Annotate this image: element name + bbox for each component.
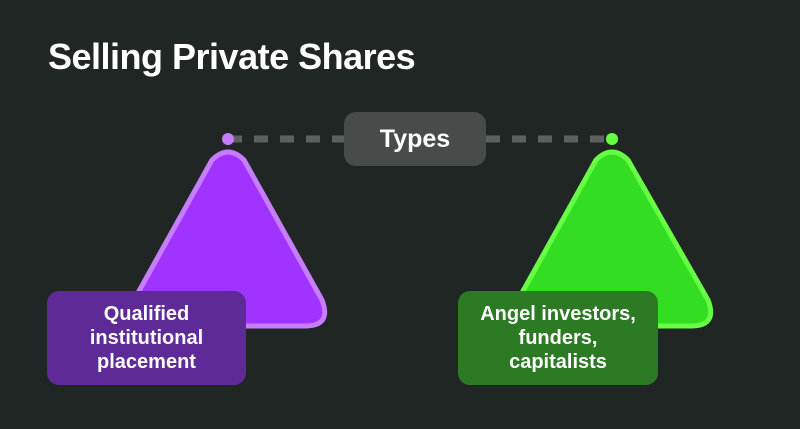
center-node-label: Types <box>379 124 451 153</box>
endpoint-dot-right <box>606 133 618 145</box>
branch-label-box-right: Angel investors, funders, capitalists <box>458 291 658 385</box>
center-node: Types <box>344 112 486 166</box>
endpoint-dot-left <box>222 133 234 145</box>
page-title: Selling Private Shares <box>48 36 416 77</box>
branch-label-box-left: Qualified institutional placement <box>47 291 246 385</box>
branch-label-left: Qualified institutional placement <box>89 303 204 373</box>
branch-label-right: Angel investors, funders, capitalists <box>480 303 636 373</box>
